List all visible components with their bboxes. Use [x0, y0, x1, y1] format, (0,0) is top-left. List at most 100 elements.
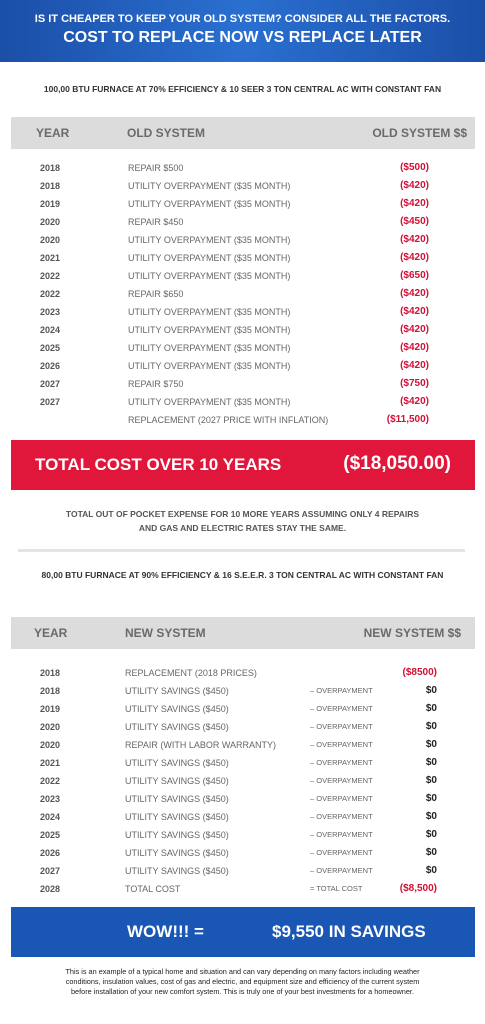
- item-note: – OVERPAYMENT: [310, 830, 373, 839]
- item-note: – OVERPAYMENT: [310, 776, 373, 785]
- subtitle: 100,00 BTU FURNACE AT 70% EFFICIENCY & 1…: [43, 84, 442, 94]
- divider: [18, 549, 465, 552]
- year: 2020: [40, 722, 61, 732]
- item: UTILITY OVERPAYMENT ($35 MONTH): [128, 361, 291, 371]
- footer: conditions, insulation values, cost of g…: [65, 977, 420, 986]
- amount: $0: [425, 775, 437, 786]
- item: UTILITY SAVINGS ($450): [125, 686, 229, 696]
- amount: $0: [425, 847, 437, 858]
- item: UTILITY OVERPAYMENT ($35 MONTH): [128, 307, 291, 317]
- amount: ($500): [400, 162, 429, 173]
- table-header: [11, 117, 475, 149]
- year: 2025: [40, 830, 61, 840]
- savings-band: [11, 907, 475, 957]
- item: UTILITY SAVINGS ($450): [125, 812, 229, 822]
- item: UTILITY OVERPAYMENT ($35 MONTH): [128, 343, 291, 353]
- item: UTILITY OVERPAYMENT ($35 MONTH): [128, 235, 291, 245]
- amount: $0: [425, 757, 437, 768]
- year: 2026: [40, 361, 61, 371]
- total-label: TOTAL COST OVER 10 YEARS: [35, 455, 282, 474]
- item: UTILITY SAVINGS ($450): [125, 758, 229, 768]
- item-note: – OVERPAYMENT: [310, 704, 373, 713]
- amount: ($420): [400, 360, 429, 371]
- year: 2023: [40, 794, 61, 804]
- amount: $0: [425, 721, 437, 732]
- item: UTILITY SAVINGS ($450): [125, 722, 229, 732]
- amount: ($420): [400, 324, 429, 335]
- year: 2019: [40, 199, 61, 209]
- year: 2022: [40, 776, 61, 786]
- year: 2018: [40, 686, 61, 696]
- item: REPLACEMENT (2027 PRICE WITH INFLATION): [128, 415, 329, 425]
- year: 2018: [40, 163, 61, 173]
- year: 2028: [40, 884, 61, 894]
- item: UTILITY OVERPAYMENT ($35 MONTH): [128, 397, 291, 407]
- savings-value: $9,550 IN SAVINGS: [272, 922, 426, 941]
- amount: $0: [425, 685, 437, 696]
- column-header: YEAR: [34, 626, 68, 640]
- item-note: – OVERPAYMENT: [310, 722, 373, 731]
- item: UTILITY OVERPAYMENT ($35 MONTH): [128, 325, 291, 335]
- item: UTILITY OVERPAYMENT ($35 MONTH): [128, 181, 291, 191]
- year: 2022: [40, 271, 61, 281]
- amount: ($420): [400, 288, 429, 299]
- item-note: – OVERPAYMENT: [310, 686, 373, 695]
- item: UTILITY OVERPAYMENT ($35 MONTH): [128, 199, 291, 209]
- item: REPAIR $750: [128, 379, 184, 389]
- total-band: [11, 440, 475, 490]
- year: 2026: [40, 848, 61, 858]
- amount: $0: [425, 703, 437, 714]
- footer: This is an example of a typical home and…: [65, 967, 420, 976]
- year: 2025: [40, 343, 61, 353]
- year: 2021: [40, 758, 61, 768]
- total-value: ($18,050.00): [343, 453, 451, 474]
- amount: ($650): [400, 270, 429, 281]
- year: 2024: [40, 325, 61, 335]
- amount: ($420): [400, 306, 429, 317]
- item: REPAIR $450: [128, 217, 184, 227]
- column-header: NEW SYSTEM $$: [363, 626, 461, 640]
- item-note: – OVERPAYMENT: [310, 848, 373, 857]
- item: TOTAL COST: [125, 884, 181, 894]
- header-band: [0, 0, 485, 62]
- item: UTILITY SAVINGS ($450): [125, 704, 229, 714]
- amount: $0: [425, 865, 437, 876]
- amount: ($750): [400, 378, 429, 389]
- header-line: IS IT CHEAPER TO KEEP YOUR OLD SYSTEM? C…: [34, 13, 451, 25]
- column-header: OLD SYSTEM: [127, 126, 206, 140]
- item-note: – OVERPAYMENT: [310, 740, 373, 749]
- item: UTILITY SAVINGS ($450): [125, 794, 229, 804]
- year: 2023: [40, 307, 61, 317]
- amount: ($11,500): [386, 414, 429, 425]
- year: 2027: [40, 866, 61, 876]
- amount: $0: [425, 811, 437, 822]
- item: REPAIR $500: [128, 163, 184, 173]
- item: UTILITY OVERPAYMENT ($35 MONTH): [128, 253, 291, 263]
- amount: ($8,500): [399, 883, 437, 894]
- item: UTILITY OVERPAYMENT ($35 MONTH): [128, 271, 291, 281]
- year: 2022: [40, 289, 61, 299]
- savings-label: WOW!!! =: [127, 922, 204, 941]
- item: UTILITY SAVINGS ($450): [125, 830, 229, 840]
- amount: ($450): [400, 216, 429, 227]
- amount: $0: [425, 793, 437, 804]
- table-header: [11, 617, 475, 649]
- column-header: YEAR: [36, 126, 70, 140]
- amount: ($420): [400, 396, 429, 407]
- amount: $0: [425, 739, 437, 750]
- year: 2018: [40, 181, 61, 191]
- amount: ($420): [400, 198, 429, 209]
- year: 2018: [40, 668, 61, 678]
- item-note: – OVERPAYMENT: [310, 758, 373, 767]
- item-note: = TOTAL COST: [310, 884, 363, 893]
- item: UTILITY SAVINGS ($450): [125, 776, 229, 786]
- amount: ($420): [400, 252, 429, 263]
- year: 2024: [40, 812, 61, 822]
- item: UTILITY SAVINGS ($450): [125, 866, 229, 876]
- item: REPAIR (WITH LABOR WARRANTY): [125, 740, 277, 750]
- item: UTILITY SAVINGS ($450): [125, 848, 229, 858]
- note: TOTAL OUT OF POCKET EXPENSE FOR 10 MORE …: [65, 509, 420, 519]
- amount: ($420): [400, 180, 429, 191]
- year: 2019: [40, 704, 61, 714]
